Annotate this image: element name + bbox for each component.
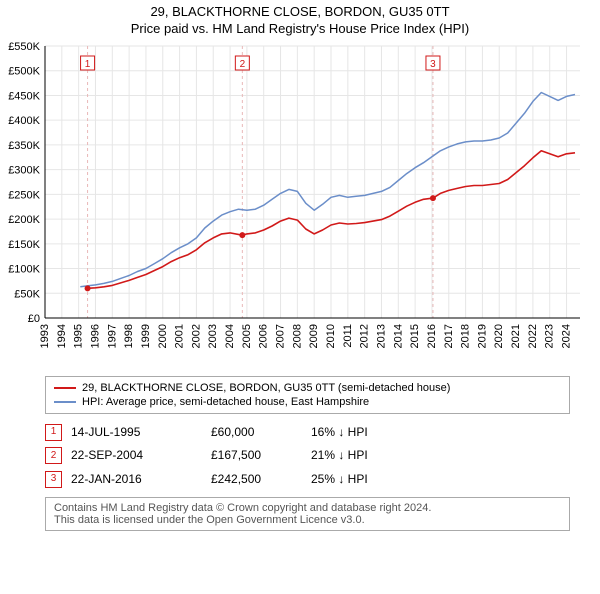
svg-text:2022: 2022 xyxy=(527,324,539,348)
sale-marker-1: 1 xyxy=(45,424,62,441)
svg-text:2008: 2008 xyxy=(291,324,303,348)
svg-text:£550K: £550K xyxy=(8,41,40,53)
svg-text:2001: 2001 xyxy=(174,324,186,348)
sale-price: £167,500 xyxy=(211,448,311,462)
chart-area: £0 £50K £100K £150K £200K £250K £300K £350K £400… xyxy=(0,40,600,370)
sales-row: 2 22-SEP-2004 £167,500 21% ↓ HPI xyxy=(45,444,570,468)
legend-label: 29, BLACKTHORNE CLOSE, BORDON, GU35 0TT … xyxy=(82,382,450,394)
svg-text:2005: 2005 xyxy=(241,324,253,348)
svg-text:1996: 1996 xyxy=(89,324,101,348)
legend-label: HPI: Average price, semi-detached house,… xyxy=(82,396,369,408)
sale-marker-2: 2 xyxy=(45,447,62,464)
svg-text:2004: 2004 xyxy=(224,324,236,348)
footer: Contains HM Land Registry data © Crown c… xyxy=(45,497,570,531)
svg-text:3: 3 xyxy=(430,59,436,70)
svg-text:2020: 2020 xyxy=(493,324,505,348)
svg-text:£450K: £450K xyxy=(8,90,40,102)
svg-text:2000: 2000 xyxy=(157,324,169,348)
svg-text:2015: 2015 xyxy=(409,324,421,348)
svg-text:2006: 2006 xyxy=(258,324,270,348)
chart-subtitle: Price paid vs. HM Land Registry's House … xyxy=(0,21,600,36)
svg-text:2003: 2003 xyxy=(207,324,219,348)
svg-text:2013: 2013 xyxy=(375,324,387,348)
svg-text:1999: 1999 xyxy=(140,324,152,348)
footer-line-2: This data is licensed under the Open Gov… xyxy=(54,514,561,526)
svg-text:2002: 2002 xyxy=(190,324,202,348)
svg-text:2021: 2021 xyxy=(510,324,522,348)
legend-item: 29, BLACKTHORNE CLOSE, BORDON, GU35 0TT … xyxy=(54,381,561,395)
svg-text:2014: 2014 xyxy=(392,324,404,348)
svg-text:£0: £0 xyxy=(28,313,40,325)
svg-text:2016: 2016 xyxy=(426,324,438,348)
svg-text:£50K: £50K xyxy=(14,288,40,300)
svg-text:2024: 2024 xyxy=(561,324,573,348)
svg-text:2010: 2010 xyxy=(325,324,337,348)
sale-delta: 16% ↓ HPI xyxy=(311,425,411,439)
sale-date: 14-JUL-1995 xyxy=(71,425,211,439)
svg-text:2012: 2012 xyxy=(359,324,371,348)
svg-text:1995: 1995 xyxy=(73,324,85,348)
svg-text:2019: 2019 xyxy=(476,324,488,348)
svg-text:1997: 1997 xyxy=(106,324,118,348)
svg-text:£300K: £300K xyxy=(8,165,40,177)
sale-price: £60,000 xyxy=(211,425,311,439)
sales-table: 1 14-JUL-1995 £60,000 16% ↓ HPI 2 22-SEP… xyxy=(45,420,570,491)
svg-text:£400K: £400K xyxy=(8,115,40,127)
sale-date: 22-SEP-2004 xyxy=(71,448,211,462)
svg-text:2011: 2011 xyxy=(342,324,354,348)
svg-text:2017: 2017 xyxy=(443,324,455,348)
sales-row: 3 22-JAN-2016 £242,500 25% ↓ HPI xyxy=(45,467,570,491)
footer-line-1: Contains HM Land Registry data © Crown c… xyxy=(54,502,561,514)
svg-text:2018: 2018 xyxy=(460,324,472,348)
sale-date: 22-JAN-2016 xyxy=(71,472,211,486)
line-chart-svg: £0 £50K £100K £150K £200K £250K £300K £350K £400… xyxy=(0,40,600,370)
svg-text:1: 1 xyxy=(85,59,91,70)
svg-text:£200K: £200K xyxy=(8,214,40,226)
legend-swatch-hpi xyxy=(54,401,76,403)
legend-swatch-property xyxy=(54,387,76,389)
svg-text:1998: 1998 xyxy=(123,324,135,348)
legend: 29, BLACKTHORNE CLOSE, BORDON, GU35 0TT … xyxy=(45,376,570,414)
svg-text:£350K: £350K xyxy=(8,140,40,152)
svg-text:£100K: £100K xyxy=(8,264,40,276)
sale-delta: 25% ↓ HPI xyxy=(311,472,411,486)
svg-text:2: 2 xyxy=(240,59,246,70)
svg-text:£250K: £250K xyxy=(8,189,40,201)
sale-price: £242,500 xyxy=(211,472,311,486)
svg-text:1993: 1993 xyxy=(39,324,51,348)
svg-text:2007: 2007 xyxy=(275,324,287,348)
legend-item: HPI: Average price, semi-detached house,… xyxy=(54,395,561,409)
sales-row: 1 14-JUL-1995 £60,000 16% ↓ HPI xyxy=(45,420,570,444)
sale-marker-3: 3 xyxy=(45,471,62,488)
svg-text:2023: 2023 xyxy=(544,324,556,348)
sale-delta: 21% ↓ HPI xyxy=(311,448,411,462)
svg-text:£500K: £500K xyxy=(8,66,40,78)
svg-text:1994: 1994 xyxy=(56,324,68,348)
svg-text:£150K: £150K xyxy=(8,239,40,251)
svg-text:2009: 2009 xyxy=(308,324,320,348)
chart-title: 29, BLACKTHORNE CLOSE, BORDON, GU35 0TT xyxy=(0,4,600,19)
